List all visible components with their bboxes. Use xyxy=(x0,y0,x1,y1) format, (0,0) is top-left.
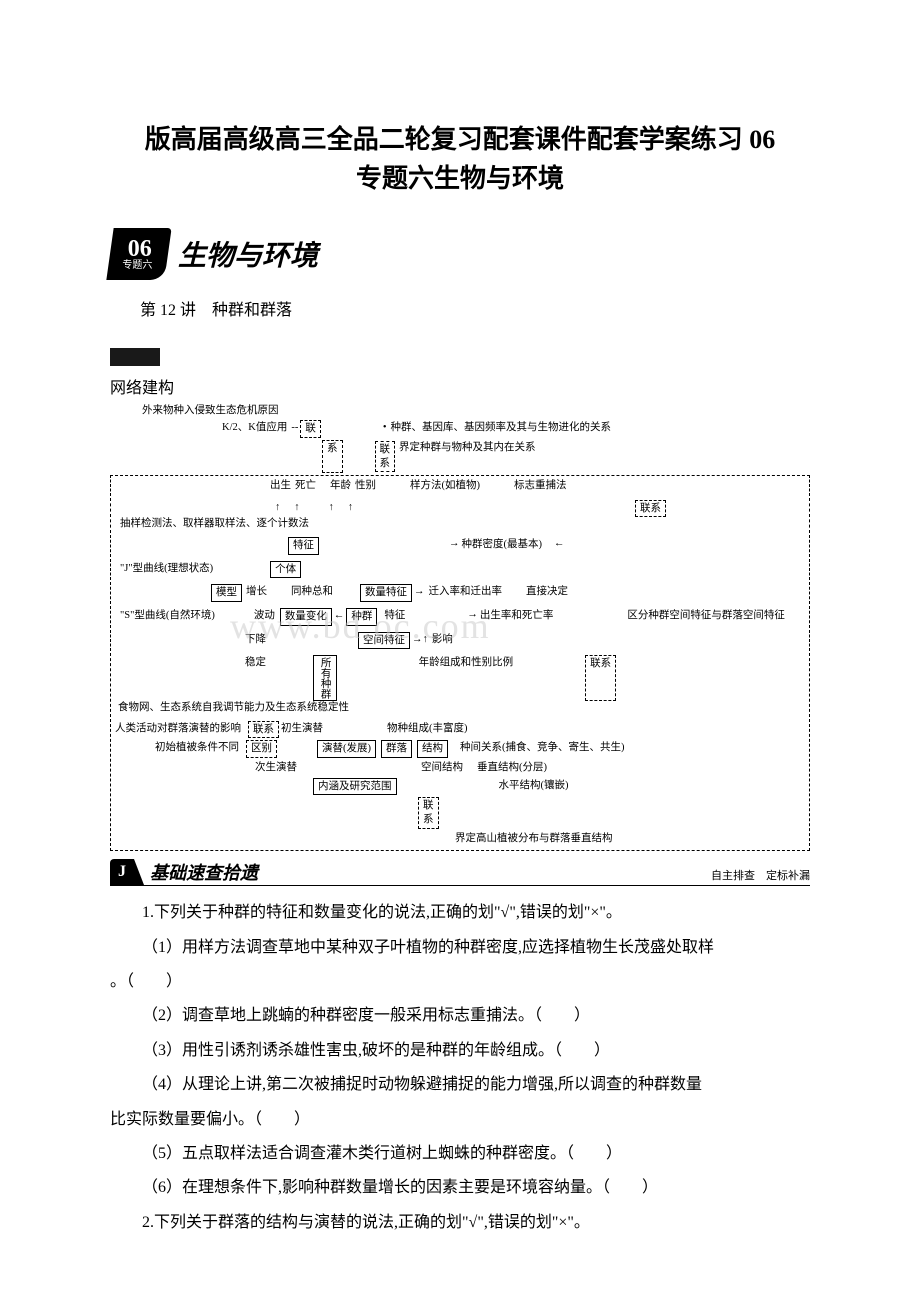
map-text: 物种组成(丰富度) xyxy=(385,721,470,739)
map-text: 种群、基因库、基因频率及其与生物进化的关系 xyxy=(389,420,614,438)
document-page: 版高届高级高三全品二轮复习配套课件配套学案练习 06 专题六生物与环境 06 专… xyxy=(0,0,920,1302)
map-box: 联 xyxy=(300,420,321,438)
map-text: 年龄组成和性别比例 xyxy=(417,655,516,701)
map-box: 系 xyxy=(322,440,343,473)
q1-6: （6）在理想条件下,影响种群数量增长的因素主要是环境容纳量。（ ） xyxy=(110,1173,810,1203)
map-box: 特征 xyxy=(288,537,319,555)
map-text: 出生率和死亡率 xyxy=(478,608,556,626)
q1-3: （3）用性引诱剂诱杀雄性害虫,破坏的是种群的年龄组成。（ ） xyxy=(110,1036,810,1066)
q1-1a: （1）用样方法调查草地中某种双子叶植物的种群密度,应选择植物生长茂盛处取样 xyxy=(110,933,810,963)
lecture-label: 第 12 讲 种群和群落 xyxy=(140,298,810,324)
q1-2: （2）调查草地上跳蝻的种群密度一般采用标志重捕法。（ ） xyxy=(110,1001,810,1031)
concept-map: www.bd.oc.com 外来物种入侵致生态危机原因 K/2、K值应用 -- … xyxy=(110,403,810,852)
map-box: 群落 xyxy=(381,740,412,758)
map-text: 增长 xyxy=(244,584,269,602)
network-build-label: 网络建构 xyxy=(110,374,810,398)
map-box: 联系 xyxy=(635,500,666,518)
topic-title: 生物与环境 xyxy=(178,234,318,274)
map-box: 联系 xyxy=(418,797,439,828)
map-box: 个体 xyxy=(270,561,301,579)
dark-decorative-block xyxy=(110,348,160,366)
q1-1b: 。（ ） xyxy=(110,967,810,997)
map-box: 空间特征 xyxy=(358,632,410,650)
topic-number-badge: 06 专题六 xyxy=(106,228,171,280)
map-box: 联系 xyxy=(585,655,616,701)
map-text: 迁入率和迁出率 xyxy=(427,584,505,602)
map-text: 垂直结构(分层) xyxy=(475,760,549,776)
map-box: 结构 xyxy=(417,740,448,758)
q1-stem: 1.下列关于种群的特征和数量变化的说法,正确的划"√",错误的划"×"。 xyxy=(110,898,810,928)
map-box: 数量变化 xyxy=(280,608,332,626)
section-j-badge: J xyxy=(110,859,134,885)
map-box: 所有种群 xyxy=(313,655,337,701)
map-arrow: -- xyxy=(289,420,300,438)
map-text: 初生演替 xyxy=(279,721,325,739)
section-header: J 基础速查拾遗 自主排查 定标补漏 xyxy=(110,859,810,886)
topic-header: 06 专题六 生物与环境 xyxy=(110,228,810,280)
map-text: 食物网、生态系统自我调节能力及生态系统稳定性 xyxy=(116,701,351,715)
section-right-label: 自主排查 定标补漏 xyxy=(711,867,810,883)
document-title: 版高届高级高三全品二轮复习配套课件配套学案练习 06 专题六生物与环境 xyxy=(110,120,810,198)
q2-stem: 2.下列关于群落的结构与演替的说法,正确的划"√",错误的划"×"。 xyxy=(110,1208,810,1238)
map-text: 性别 xyxy=(353,478,378,494)
title-line-2: 专题六生物与环境 xyxy=(110,159,810,198)
question-body: 1.下列关于种群的特征和数量变化的说法,正确的划"√",错误的划"×"。 （1）… xyxy=(110,898,810,1238)
map-text: 波动 xyxy=(252,608,277,626)
map-text: 次生演替 xyxy=(253,760,299,776)
map-text: 种群密度(最基本) xyxy=(460,537,545,555)
map-text: 年龄 xyxy=(328,478,353,494)
section-tilt-decoration xyxy=(134,859,144,885)
map-text: 样方法(如植物) xyxy=(408,478,482,494)
map-text: 初始植被条件不同 xyxy=(153,740,241,758)
topic-number: 06 xyxy=(128,237,152,261)
q1-5: （5）五点取样法适合调查灌木类行道树上蜘蛛的种群密度。（ ） xyxy=(110,1139,810,1169)
map-text: "S"型曲线(自然环境) xyxy=(118,608,217,626)
map-text: 水平结构(镶嵌) xyxy=(497,778,571,796)
title-line-1: 版高届高级高三全品二轮复习配套课件配套学案练习 06 xyxy=(110,120,810,159)
map-text: 人类活动对群落演替的影响 xyxy=(113,721,243,739)
section-title: 基础速查拾遗 xyxy=(150,859,258,885)
map-box: 联系 xyxy=(375,441,396,472)
q1-4b: 比实际数量要偏小。（ ） xyxy=(110,1105,810,1135)
map-text: 界定种群与物种及其内在关系 xyxy=(397,440,538,473)
map-text: 下降 xyxy=(243,632,268,650)
map-box: 联系 xyxy=(248,721,279,739)
topic-sub: 专题六 xyxy=(122,261,152,271)
map-box: 内涵及研究范围 xyxy=(313,778,397,796)
map-text: 种间关系(捕食、竞争、寄生、共生) xyxy=(458,740,627,758)
map-text: 特征 xyxy=(382,608,407,626)
map-text: 空间结构 xyxy=(419,760,465,776)
map-text: 区分种群空间特征与群落空间特征 xyxy=(625,608,787,626)
map-text: 影响 xyxy=(430,632,455,650)
map-text: 死亡 xyxy=(293,478,318,494)
map-text: 抽样检测法、取样器取样法、逐个计数法 xyxy=(118,517,311,531)
map-text: 稳定 xyxy=(243,655,268,701)
map-text: 外来物种入侵致生态危机原因 xyxy=(140,403,281,419)
map-text: 标志重捕法 xyxy=(512,478,569,494)
map-box: 演替(发展) xyxy=(317,740,376,758)
map-box: 种群 xyxy=(346,608,377,626)
map-box: 模型 xyxy=(211,584,242,602)
map-text: 界定高山植被分布与群落垂直结构 xyxy=(453,831,615,847)
map-text: 出生 xyxy=(268,478,293,494)
map-box: 区别 xyxy=(246,740,277,758)
map-text: 直接决定 xyxy=(524,584,570,602)
map-text: "J"型曲线(理想状态) xyxy=(118,561,215,579)
q1-4a: （4）从理论上讲,第二次被捕捉时动物躲避捕捉的能力增强,所以调查的种群数量 xyxy=(110,1070,810,1100)
map-box: 数量特征 xyxy=(360,584,412,602)
map-text: K/2、K值应用 xyxy=(220,420,289,438)
map-text: 同种总和 xyxy=(289,584,335,602)
